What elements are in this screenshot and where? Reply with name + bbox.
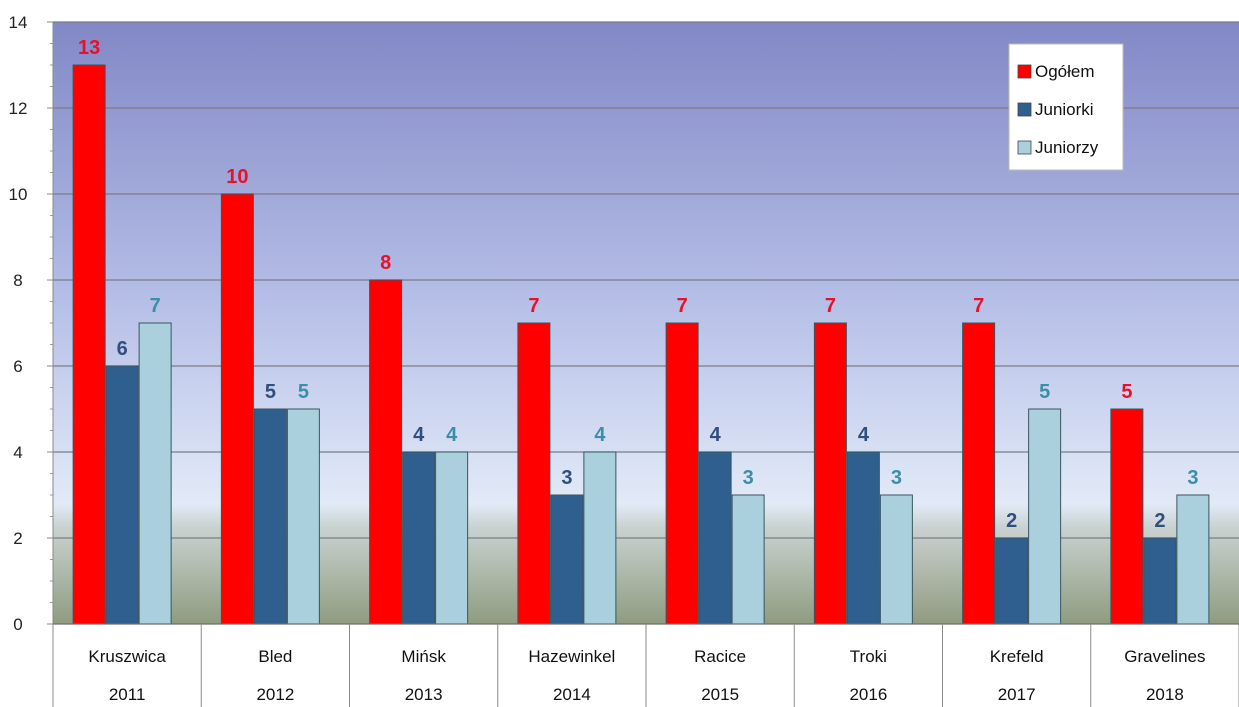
bar bbox=[583, 451, 617, 625]
legend-swatch bbox=[1017, 102, 1032, 117]
x-category-label: Bled bbox=[258, 647, 292, 666]
data-label: 3 bbox=[743, 467, 754, 489]
data-label: 5 bbox=[265, 381, 276, 403]
data-label: 13 bbox=[78, 37, 100, 59]
x-year-label: 2014 bbox=[553, 685, 591, 704]
data-label: 7 bbox=[150, 295, 161, 317]
x-year-label: 2017 bbox=[998, 685, 1036, 704]
y-tick-label: 10 bbox=[9, 185, 28, 204]
x-year-label: 2013 bbox=[405, 685, 443, 704]
bar bbox=[665, 322, 699, 625]
x-year-label: 2012 bbox=[256, 685, 294, 704]
bar bbox=[550, 494, 584, 625]
x-year-label: 2018 bbox=[1146, 685, 1184, 704]
data-label: 7 bbox=[677, 295, 688, 317]
bar bbox=[105, 365, 139, 625]
bar bbox=[253, 408, 287, 625]
legend-label: Juniorki bbox=[1035, 100, 1094, 119]
bar bbox=[286, 408, 320, 625]
data-label: 5 bbox=[298, 381, 309, 403]
data-label: 10 bbox=[226, 166, 248, 188]
data-label: 4 bbox=[446, 424, 458, 446]
legend: Ogółem Juniorki Juniorzy bbox=[1008, 43, 1124, 171]
bar bbox=[402, 451, 436, 625]
bar bbox=[72, 64, 106, 625]
x-year-label: 2015 bbox=[701, 685, 739, 704]
bar bbox=[369, 279, 403, 625]
x-category-label: Racice bbox=[694, 647, 746, 666]
data-label: 4 bbox=[594, 424, 606, 446]
data-label: 5 bbox=[1121, 381, 1132, 403]
data-label: 4 bbox=[858, 424, 870, 446]
x-category-label: Gravelines bbox=[1124, 647, 1205, 666]
legend-label: Juniorzy bbox=[1035, 138, 1099, 157]
bar bbox=[220, 193, 254, 625]
x-category-label: Kruszwica bbox=[88, 647, 166, 666]
y-tick-label: 12 bbox=[9, 99, 28, 118]
y-tick-label: 6 bbox=[13, 357, 22, 376]
data-label: 7 bbox=[973, 295, 984, 317]
x-year-label: 2011 bbox=[109, 685, 146, 704]
bar bbox=[1176, 494, 1210, 625]
x-category-label: Hazewinkel bbox=[528, 647, 615, 666]
data-label: 5 bbox=[1039, 381, 1050, 403]
bar bbox=[1028, 408, 1062, 625]
data-label: 2 bbox=[1006, 510, 1017, 532]
bar bbox=[731, 494, 765, 625]
x-axis: Kruszwica 2011 Bled 2012 Mińsk 2013 Hazewinkel… bbox=[52, 623, 1239, 707]
x-year-label: 2016 bbox=[849, 685, 887, 704]
y-tick-label: 14 bbox=[9, 13, 28, 32]
y-tick-label: 8 bbox=[13, 271, 22, 290]
data-label: 3 bbox=[1187, 467, 1198, 489]
bar bbox=[1143, 537, 1177, 625]
legend-label: Ogółem bbox=[1035, 62, 1095, 81]
x-category-label: Troki bbox=[850, 647, 887, 666]
legend-swatch bbox=[1017, 64, 1032, 79]
bar bbox=[846, 451, 880, 625]
data-label: 4 bbox=[413, 424, 425, 446]
data-label: 6 bbox=[117, 338, 128, 360]
y-axis: 0 2 4 6 8 10 12 14 bbox=[9, 13, 54, 634]
legend-swatch bbox=[1017, 140, 1032, 155]
data-label: 4 bbox=[710, 424, 722, 446]
bar bbox=[962, 322, 996, 625]
bar bbox=[879, 494, 913, 625]
bar bbox=[517, 322, 551, 625]
bar bbox=[1110, 408, 1144, 625]
y-tick-label: 2 bbox=[13, 529, 22, 548]
bar bbox=[138, 322, 172, 625]
data-label: 8 bbox=[380, 252, 391, 274]
y-tick-label: 4 bbox=[13, 443, 22, 462]
bar bbox=[813, 322, 847, 625]
data-label: 7 bbox=[528, 295, 539, 317]
data-label: 2 bbox=[1154, 510, 1165, 532]
bar bbox=[995, 537, 1029, 625]
data-label: 3 bbox=[561, 467, 572, 489]
x-category-label: Mińsk bbox=[401, 647, 446, 666]
y-tick-label: 0 bbox=[13, 615, 22, 634]
bar bbox=[435, 451, 469, 625]
data-label: 3 bbox=[891, 467, 902, 489]
data-label: 7 bbox=[825, 295, 836, 317]
bar bbox=[698, 451, 732, 625]
x-category-label: Krefeld bbox=[990, 647, 1044, 666]
bars bbox=[72, 64, 1210, 625]
